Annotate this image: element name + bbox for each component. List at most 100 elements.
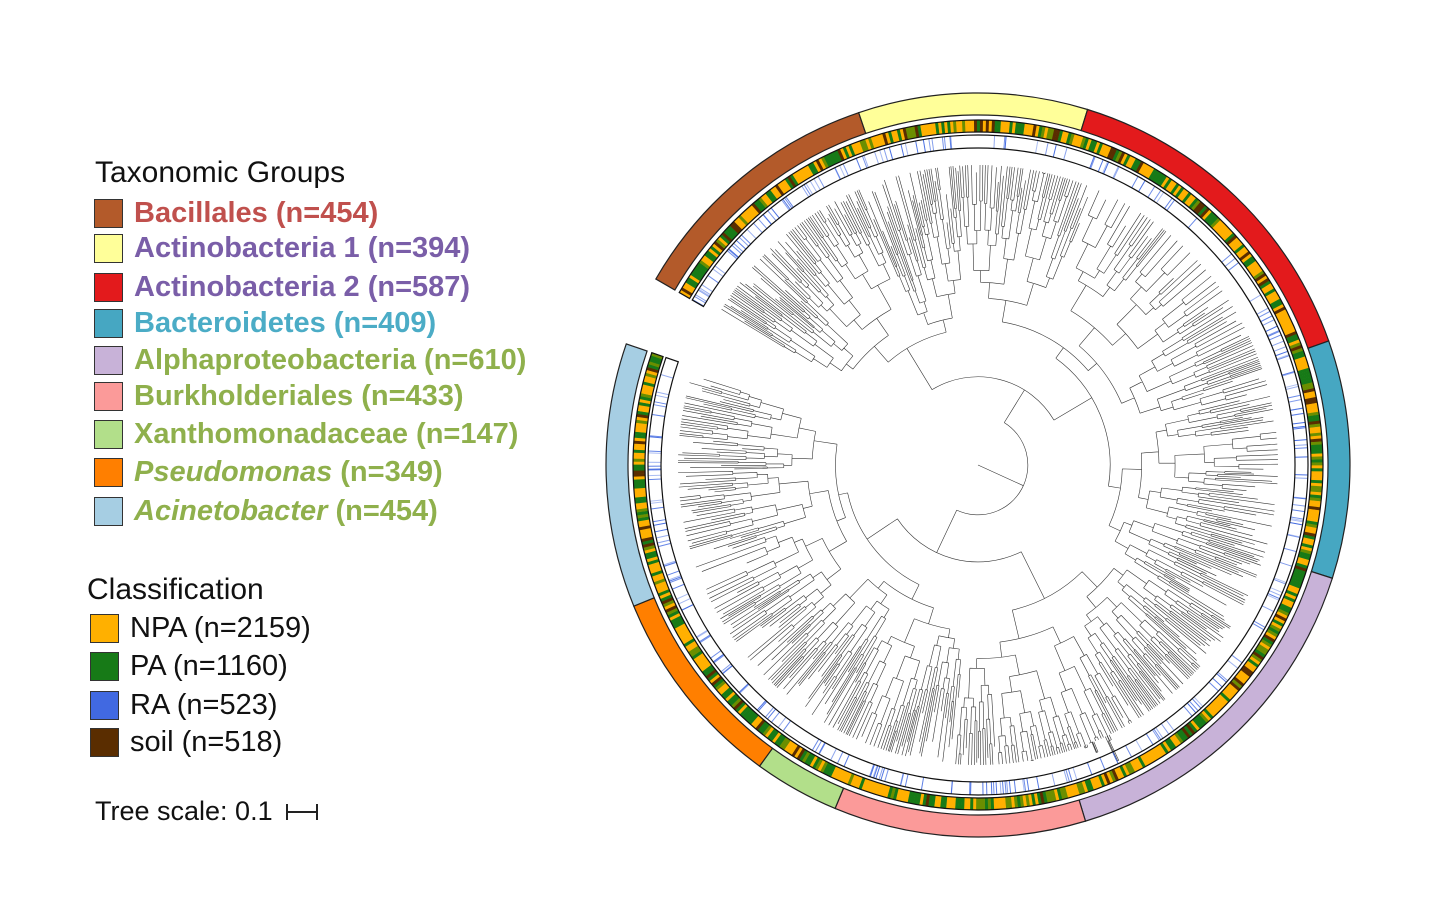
ra-mark xyxy=(904,774,909,787)
classification-stripe xyxy=(1244,258,1257,268)
classification-stripe xyxy=(1277,314,1290,323)
classification-stripe xyxy=(954,797,959,810)
legend-swatch xyxy=(94,272,123,302)
ra-mark xyxy=(1265,325,1278,333)
ra-mark xyxy=(1276,354,1290,360)
classification-stripe xyxy=(1302,537,1315,544)
classification-stripe xyxy=(650,352,664,360)
classification-stripe xyxy=(1203,211,1215,223)
classification-stripe xyxy=(1230,239,1242,250)
classification-stripe xyxy=(687,276,699,287)
classification-stripe xyxy=(1304,528,1317,535)
ra-mark xyxy=(695,294,707,302)
ra-mark xyxy=(1224,257,1236,267)
classification-stripe xyxy=(1040,126,1046,139)
ra-mark xyxy=(663,560,677,566)
classification-stripe xyxy=(760,195,771,207)
legend-swatch xyxy=(94,198,123,228)
classification-stripe xyxy=(830,766,839,779)
classification-stripe xyxy=(876,134,884,147)
ra-mark xyxy=(1290,517,1304,522)
classification-stripe xyxy=(858,777,866,790)
classification-stripe xyxy=(1309,435,1322,440)
classification-stripe xyxy=(901,789,908,803)
classification-stripe xyxy=(641,386,654,393)
classification-stripe xyxy=(1275,309,1288,318)
classification-stripe xyxy=(1233,676,1245,687)
classification-stripe xyxy=(815,159,825,172)
ra-mark xyxy=(1022,778,1025,792)
classification-stripe xyxy=(1046,127,1052,140)
ra-mark xyxy=(735,239,747,250)
classification-stripe xyxy=(834,149,843,163)
classification-stripe xyxy=(1065,132,1073,145)
classification-stripe xyxy=(1249,655,1261,666)
classification-stripe xyxy=(810,161,819,175)
classification-stripe xyxy=(633,461,646,465)
classification-stripe xyxy=(1299,548,1312,555)
ra-mark xyxy=(992,781,995,795)
ra-mark xyxy=(707,275,719,284)
ra-mark xyxy=(861,155,868,169)
classification-stripe xyxy=(1176,730,1187,743)
taxonomic-legend-item: Xanthomonadaceae (n=147) xyxy=(94,417,518,451)
classification-stripe xyxy=(722,689,734,700)
classification-stripe xyxy=(640,536,654,543)
classification-stripe xyxy=(633,481,646,486)
classification-stripe xyxy=(969,797,974,810)
classification-stripe xyxy=(1100,773,1108,786)
ra-mark xyxy=(1293,497,1307,500)
ra-mark xyxy=(777,716,787,728)
classification-stripe xyxy=(662,599,675,608)
classification-stripe xyxy=(1306,514,1320,520)
ra-mark xyxy=(1287,534,1301,539)
legend-label: Burkholderiales (n=433) xyxy=(134,380,464,413)
ra-mark xyxy=(950,136,953,150)
classification-stripe xyxy=(1310,468,1323,472)
classification-stripe xyxy=(656,586,669,594)
ra-mark xyxy=(813,178,821,191)
classification-stripe xyxy=(1037,125,1043,138)
classification-stripe xyxy=(781,738,791,751)
classification-stripe xyxy=(648,564,662,572)
classification-stripe xyxy=(827,764,837,778)
classification-stripe xyxy=(751,202,762,214)
ra-mark xyxy=(656,391,669,396)
ra-mark xyxy=(727,248,739,259)
ra-mark xyxy=(922,139,926,153)
legend-swatch xyxy=(90,690,119,720)
classification-stripe xyxy=(647,561,661,569)
ra-mark xyxy=(648,450,662,453)
ra-mark xyxy=(757,218,768,229)
classification-stripe xyxy=(1285,589,1298,598)
classification-stripe xyxy=(949,120,955,134)
classification-stripe xyxy=(778,736,789,749)
legend-label: Bacillales (n=454) xyxy=(134,197,378,230)
legend-swatch xyxy=(94,381,123,411)
classification-stripe xyxy=(1276,311,1289,321)
classification-stripe xyxy=(1071,133,1078,147)
ra-mark xyxy=(1294,477,1308,479)
ra-mark xyxy=(783,197,793,209)
classification-stripe xyxy=(729,223,741,234)
ra-mark xyxy=(1273,578,1286,585)
classification-stripe xyxy=(640,389,653,396)
classification-stripe xyxy=(637,404,651,410)
classification-stripe xyxy=(698,659,710,670)
classification-stripe xyxy=(773,733,784,746)
ra-mark xyxy=(1294,444,1308,447)
classification-stripe xyxy=(1287,584,1301,592)
classification-stripe xyxy=(993,797,998,810)
classification-stripe xyxy=(713,240,725,252)
ra-mark xyxy=(1063,769,1068,783)
classification-stripe xyxy=(1079,136,1087,149)
classification-stripe xyxy=(905,127,912,140)
ra-mark xyxy=(1052,144,1057,158)
classification-stripe xyxy=(1165,179,1175,192)
classification-stripe xyxy=(1129,760,1138,773)
classification-stripe xyxy=(1180,727,1191,739)
ra-mark xyxy=(726,250,738,260)
ra-mark xyxy=(699,287,711,296)
classification-stripe xyxy=(717,236,729,247)
ra-mark xyxy=(1187,217,1198,229)
